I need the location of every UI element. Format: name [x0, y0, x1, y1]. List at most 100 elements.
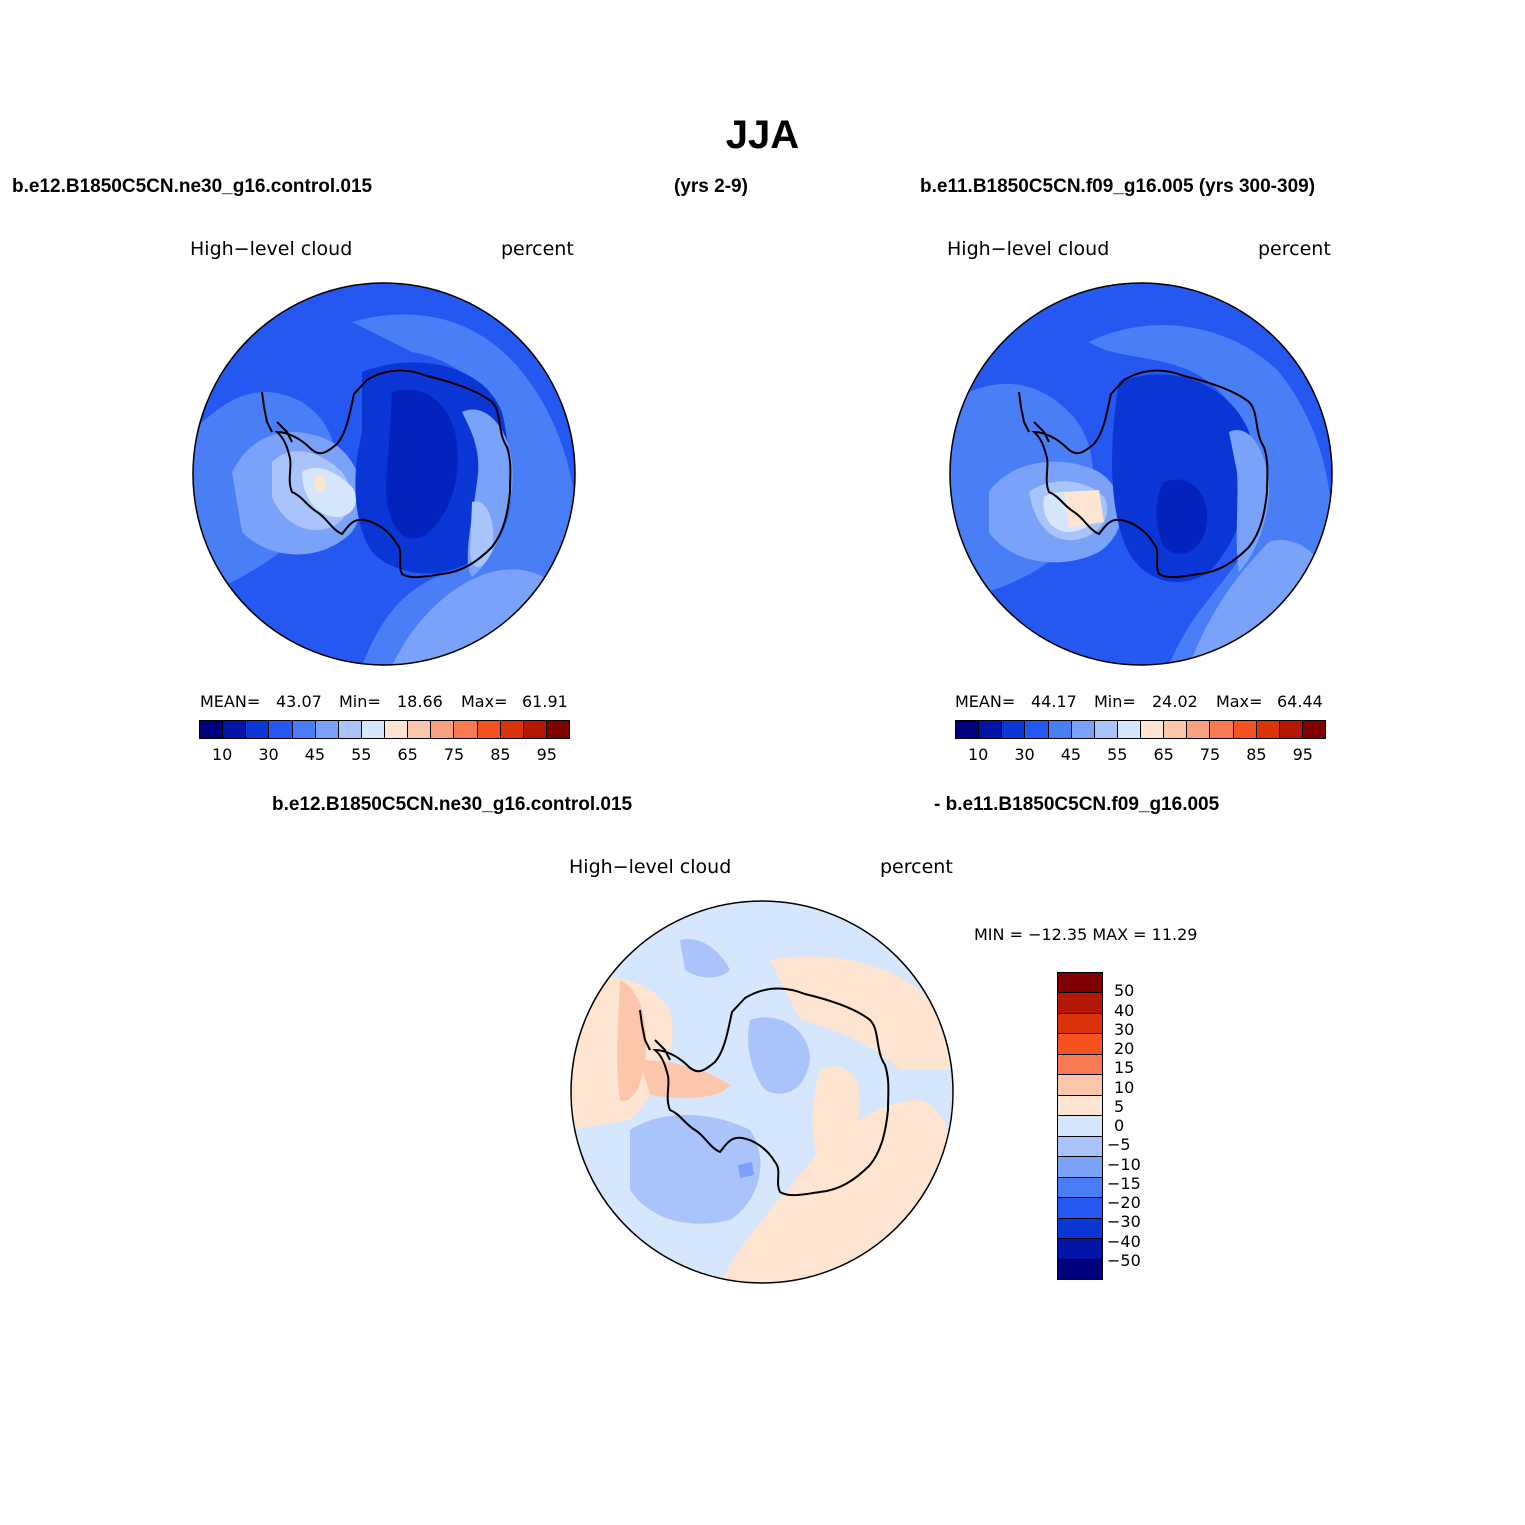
colorbar-tick-label: 95 [1292, 745, 1313, 764]
colorbar-swatch [431, 721, 455, 738]
colorbar-tick-label: 10 [968, 745, 989, 764]
colorbar-swatch [315, 721, 339, 738]
colorbar-swatch [1058, 993, 1102, 1014]
colorbar-tick-label: 40 [1114, 1000, 1135, 1020]
colorbar-swatch [1025, 721, 1049, 738]
colorbar-tick-label: 30 [258, 745, 279, 764]
colorbar-swatch [1210, 721, 1234, 738]
colorbar-tick-label: 10 [212, 745, 233, 764]
colorbar-swatch [979, 721, 1003, 738]
colorbar-tick-label: −30 [1107, 1212, 1141, 1232]
colorbar-tick-label: −20 [1107, 1193, 1141, 1212]
colorbar-tick-label: 85 [490, 745, 511, 764]
colorbar-swatch [477, 721, 501, 738]
colorbar-swatch [1058, 1034, 1102, 1055]
colorbar-swatch [1094, 721, 1118, 738]
left-min-value: 18.66 [397, 692, 443, 711]
colorbar-swatch [223, 721, 247, 738]
colorbar-tick-label: 10 [1114, 1077, 1135, 1097]
colorbar-tick-label: 50 [1114, 981, 1135, 1001]
top-left-years: (yrs 2-9) [674, 176, 748, 197]
colorbar-tick-label: 30 [1014, 745, 1035, 764]
colorbar-tick-label: 20 [1114, 1039, 1135, 1058]
colorbar-tick-label: −5 [1107, 1135, 1131, 1155]
colorbar-tick-label: −50 [1107, 1250, 1141, 1270]
colorbar-swatch [385, 721, 409, 738]
diff-variable-label: High−level cloud [569, 856, 732, 878]
colorbar-swatch [1302, 721, 1325, 738]
colorbar-swatch [1164, 721, 1188, 738]
colorbar-swatch [1058, 1136, 1102, 1158]
colorbar-tick-label: 5 [1114, 1096, 1125, 1116]
diff-polar-map [570, 900, 954, 1284]
colorbar-swatch [546, 721, 569, 738]
left-max-value: 61.91 [522, 692, 568, 711]
colorbar-tick-label: 65 [1153, 745, 1174, 764]
top-right-case-title: b.e11.B1850C5CN.f09_g16.005 (yrs 300-309… [920, 176, 1316, 197]
colorbar-swatch [1141, 721, 1165, 738]
colorbar-swatch [1256, 721, 1280, 738]
diff-case-a-title: b.e12.B1850C5CN.ne30_g16.control.015 [272, 794, 633, 815]
colorbar-swatch [1117, 721, 1141, 738]
colorbar-swatch [200, 721, 224, 738]
right-max-label: Max= [1216, 692, 1263, 711]
colorbar-tick-label: 30 [1114, 1019, 1135, 1039]
colorbar-swatch [523, 721, 547, 738]
diff-minmax: MIN = −12.35 MAX = 11.29 [974, 925, 1198, 944]
top-left-case-title: b.e12.B1850C5CN.ne30_g16.control.015 [12, 176, 373, 197]
colorbar-tick-label: 85 [1246, 745, 1267, 764]
right-colorbar [955, 720, 1326, 739]
colorbar-swatch [1058, 1259, 1102, 1280]
figure-title: JJA [725, 113, 800, 157]
colorbar-swatch [408, 721, 432, 738]
colorbar-swatch [500, 721, 524, 738]
colorbar-swatch [1058, 1054, 1102, 1076]
colorbar-tick-label: 75 [1199, 745, 1221, 764]
colorbar-tick-label: 95 [536, 745, 557, 764]
colorbar-swatch [1058, 1075, 1102, 1096]
colorbar-swatch [1233, 721, 1257, 738]
right-min-value: 24.02 [1152, 692, 1198, 711]
diff-colorbar [1057, 972, 1103, 1280]
colorbar-swatch [1058, 1095, 1102, 1117]
colorbar-tick-label: 0 [1114, 1116, 1125, 1135]
left-min-label: Min= [339, 692, 381, 711]
colorbar-swatch [338, 721, 362, 738]
left-mean-label: MEAN= [200, 692, 261, 711]
right-mean-value: 44.17 [1031, 692, 1077, 711]
colorbar-swatch [1058, 1116, 1102, 1137]
colorbar-swatch [1279, 721, 1303, 738]
left-mean-value: 43.07 [276, 692, 322, 711]
colorbar-tick-label: 55 [351, 745, 372, 764]
left-colorbar [199, 720, 570, 739]
colorbar-swatch [292, 721, 316, 738]
diff-units-label: percent [880, 856, 953, 878]
colorbar-tick-label: 45 [1060, 745, 1082, 764]
diff-case-b-title: - b.e11.B1850C5CN.f09_g16.005 [934, 794, 1220, 815]
colorbar-swatch [956, 721, 980, 738]
colorbar-swatch [1058, 1198, 1102, 1219]
left-polar-map [192, 282, 576, 666]
right-mean-label: MEAN= [955, 692, 1016, 711]
left-variable-label: High−level cloud [190, 238, 353, 260]
colorbar-tick-label: 45 [304, 745, 326, 764]
colorbar-tick-label: −10 [1107, 1154, 1141, 1174]
colorbar-swatch [1058, 1157, 1102, 1178]
right-max-value: 64.44 [1277, 692, 1323, 711]
colorbar-tick-label: 65 [397, 745, 418, 764]
colorbar-swatch [1048, 721, 1072, 738]
colorbar-tick-label: 15 [1114, 1058, 1135, 1078]
colorbar-tick-label: 75 [443, 745, 465, 764]
colorbar-swatch [1058, 1177, 1102, 1199]
colorbar-swatch [269, 721, 293, 738]
colorbar-swatch [1058, 1013, 1102, 1035]
right-polar-map [949, 282, 1333, 666]
colorbar-swatch [246, 721, 270, 738]
colorbar-swatch [454, 721, 478, 738]
colorbar-tick-label: 55 [1107, 745, 1128, 764]
left-units-label: percent [501, 238, 574, 260]
colorbar-swatch [1058, 973, 1102, 994]
colorbar-tick-label: −40 [1107, 1231, 1141, 1251]
colorbar-swatch [1071, 721, 1095, 738]
colorbar-swatch [1058, 1218, 1102, 1240]
